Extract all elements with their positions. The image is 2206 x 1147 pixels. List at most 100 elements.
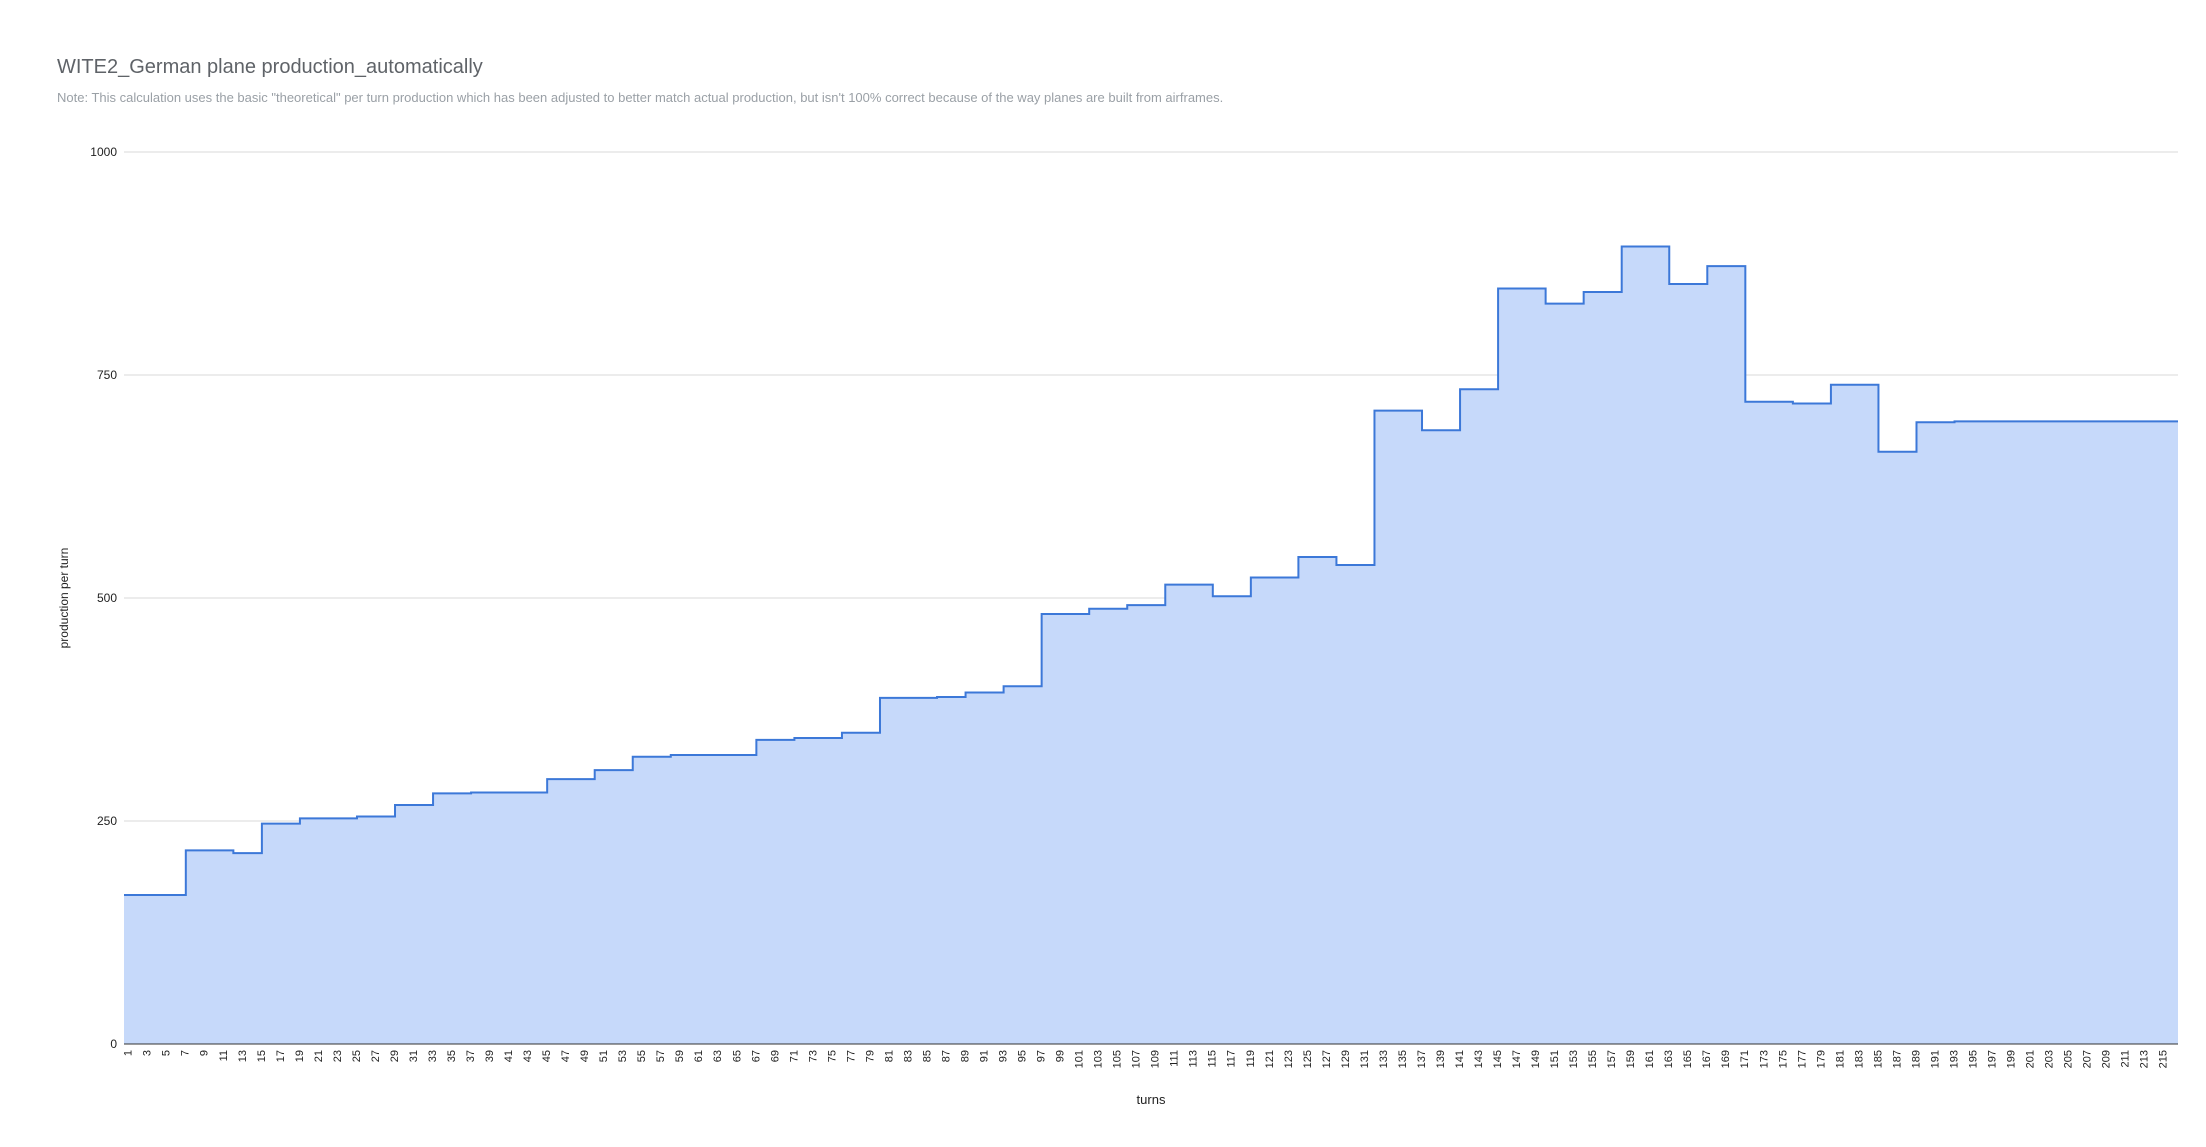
x-tick-label: 107 — [1131, 1050, 1143, 1068]
y-tick-label: 0 — [110, 1037, 117, 1051]
x-tick-label: 163 — [1663, 1050, 1675, 1068]
x-tick-label: 99 — [1055, 1050, 1067, 1062]
x-tick-label: 215 — [2158, 1050, 2170, 1068]
x-tick-label: 31 — [408, 1050, 420, 1062]
x-tick-label: 19 — [294, 1050, 306, 1062]
x-tick-label: 29 — [389, 1050, 401, 1062]
x-tick-label: 209 — [2101, 1050, 2113, 1068]
x-tick-label: 131 — [1359, 1050, 1371, 1068]
x-tick-label: 165 — [1682, 1050, 1694, 1068]
x-tick-label: 79 — [864, 1050, 876, 1062]
x-tick-label: 181 — [1834, 1050, 1846, 1068]
x-tick-label: 177 — [1796, 1050, 1808, 1068]
x-tick-label: 121 — [1264, 1050, 1276, 1068]
x-tick-label: 173 — [1758, 1050, 1770, 1068]
x-axis-title: turns — [1137, 1092, 1166, 1107]
x-tick-label: 109 — [1150, 1050, 1162, 1068]
x-tick-label: 135 — [1397, 1050, 1409, 1068]
x-tick-label: 189 — [1910, 1050, 1922, 1068]
area-fill — [124, 246, 2178, 1044]
x-tick-label: 205 — [2063, 1050, 2075, 1068]
x-tick-label: 1 — [123, 1050, 135, 1056]
x-tick-label: 207 — [2082, 1050, 2094, 1068]
x-tick-label: 201 — [2025, 1050, 2037, 1068]
x-tick-label: 5 — [161, 1050, 173, 1056]
x-tick-label: 93 — [998, 1050, 1010, 1062]
x-tick-label: 27 — [370, 1050, 382, 1062]
x-tick-label: 199 — [2005, 1050, 2017, 1068]
x-tick-label: 57 — [655, 1050, 667, 1062]
x-tick-label: 53 — [617, 1050, 629, 1062]
x-tick-label: 211 — [2120, 1050, 2132, 1068]
x-tick-label: 37 — [465, 1050, 477, 1062]
series-line — [124, 245, 2178, 897]
x-tick-label: 147 — [1511, 1050, 1523, 1068]
x-tick-label: 193 — [1948, 1050, 1960, 1068]
x-tick-label: 87 — [940, 1050, 952, 1062]
x-tick-label: 151 — [1549, 1050, 1561, 1068]
x-tick-label: 83 — [902, 1050, 914, 1062]
y-tick-label: 500 — [97, 591, 117, 605]
x-tick-label: 59 — [674, 1050, 686, 1062]
x-tick-label: 149 — [1530, 1050, 1542, 1068]
x-tick-label: 185 — [1872, 1050, 1884, 1068]
x-tick-label: 187 — [1891, 1050, 1903, 1068]
x-tick-label: 139 — [1435, 1050, 1447, 1068]
x-tick-label: 21 — [313, 1050, 325, 1062]
x-tick-label: 167 — [1701, 1050, 1713, 1068]
x-tick-label: 117 — [1226, 1050, 1238, 1068]
x-tick-label: 113 — [1188, 1050, 1200, 1068]
x-tick-label: 71 — [788, 1050, 800, 1062]
y-axis-tick-labels: 0 250 500 750 1000 — [90, 145, 117, 1051]
x-tick-label: 197 — [1986, 1050, 1998, 1068]
x-tick-label: 43 — [522, 1050, 534, 1062]
x-tick-label: 17 — [275, 1050, 287, 1062]
x-tick-label: 67 — [750, 1050, 762, 1062]
x-tick-label: 115 — [1207, 1050, 1219, 1068]
x-tick-label: 75 — [826, 1050, 838, 1062]
x-tick-label: 45 — [541, 1050, 553, 1062]
x-tick-label: 159 — [1625, 1050, 1637, 1068]
x-tick-label: 145 — [1492, 1050, 1504, 1068]
x-tick-label: 157 — [1606, 1050, 1618, 1068]
x-tick-label: 73 — [807, 1050, 819, 1062]
x-tick-label: 155 — [1587, 1050, 1599, 1068]
x-tick-label: 125 — [1302, 1050, 1314, 1068]
x-tick-label: 141 — [1454, 1050, 1466, 1068]
x-tick-label: 191 — [1929, 1050, 1941, 1068]
x-tick-label: 203 — [2044, 1050, 2056, 1068]
x-tick-label: 33 — [427, 1050, 439, 1062]
y-axis-title: production per turn — [57, 548, 71, 649]
x-tick-label: 123 — [1283, 1050, 1295, 1068]
x-tick-label: 133 — [1378, 1050, 1390, 1068]
x-tick-label: 97 — [1036, 1050, 1048, 1062]
x-tick-label: 137 — [1416, 1050, 1428, 1068]
x-tick-label: 105 — [1112, 1050, 1124, 1068]
y-tick-label: 250 — [97, 814, 117, 828]
x-tick-label: 195 — [1967, 1050, 1979, 1068]
x-tick-label: 3 — [142, 1050, 154, 1056]
x-tick-label: 95 — [1017, 1050, 1029, 1062]
x-tick-label: 81 — [883, 1050, 895, 1062]
x-tick-label: 35 — [446, 1050, 458, 1062]
x-tick-label: 129 — [1340, 1050, 1352, 1068]
chart-title: WITE2_German plane production_automatica… — [57, 56, 483, 78]
x-tick-label: 11 — [218, 1050, 230, 1061]
x-tick-label: 85 — [921, 1050, 933, 1062]
x-tick-label: 49 — [579, 1050, 591, 1062]
x-tick-label: 69 — [769, 1050, 781, 1062]
x-tick-label: 89 — [959, 1050, 971, 1062]
x-tick-label: 63 — [712, 1050, 724, 1062]
x-tick-label: 119 — [1245, 1050, 1257, 1068]
x-tick-label: 213 — [2139, 1050, 2151, 1068]
x-axis-tick-labels: 1 3 5 7 9 11 13 15 17 19 21 23 25 27 29 31 33 35 37 39 41 43 4… — [123, 1050, 2170, 1068]
x-tick-label: 103 — [1093, 1050, 1105, 1068]
x-tick-label: 47 — [560, 1050, 572, 1062]
x-tick-label: 161 — [1644, 1050, 1656, 1068]
x-tick-label: 23 — [332, 1050, 344, 1062]
x-tick-label: 183 — [1853, 1050, 1865, 1068]
x-tick-label: 25 — [351, 1050, 363, 1062]
x-tick-label: 91 — [978, 1050, 990, 1062]
x-tick-label: 9 — [199, 1050, 211, 1056]
